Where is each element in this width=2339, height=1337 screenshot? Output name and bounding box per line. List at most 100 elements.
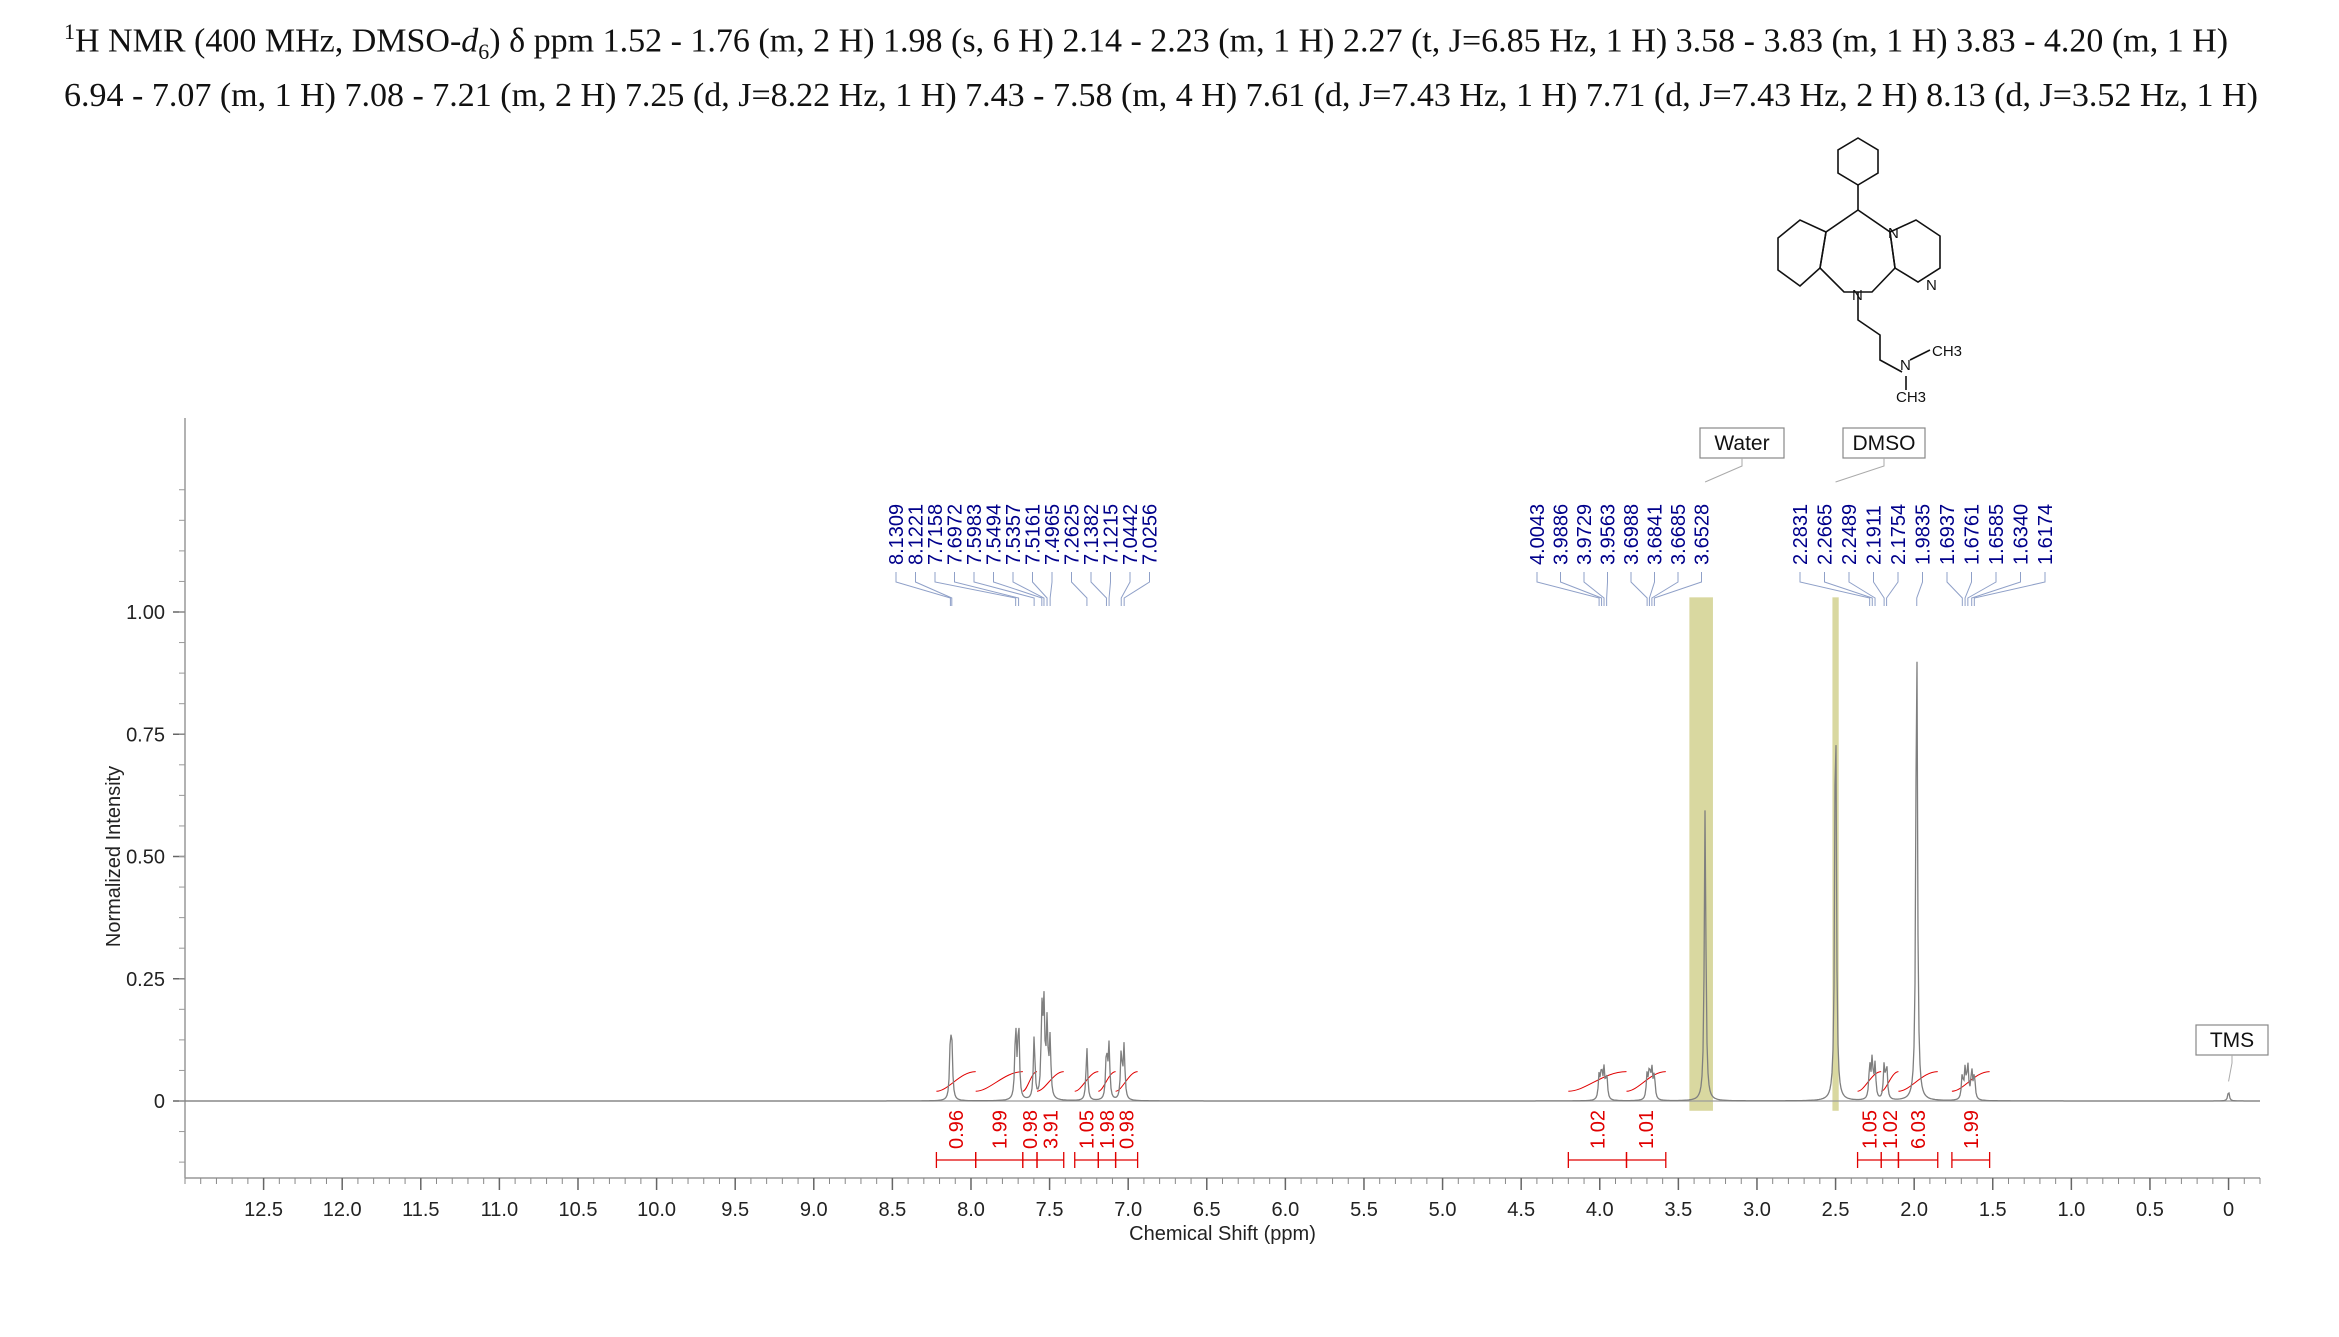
x-tick-label: 6.5 (1193, 1199, 1221, 1221)
peak-ppm-value: 3.9886 (1551, 504, 1573, 565)
x-tick-label: 9.0 (800, 1199, 828, 1221)
y-tick-label: 0.75 (126, 724, 165, 746)
peak-leader-line (1120, 572, 1131, 606)
spectrum-trace (185, 661, 2260, 1102)
peak-ppm-value: 1.6174 (2035, 504, 2057, 565)
integral-region: 1.99 (1951, 1071, 1991, 1168)
peak-leader-line (1971, 572, 2021, 606)
peak-leader-line (895, 572, 951, 606)
x-tick-label: 5.5 (1350, 1199, 1378, 1221)
peak-label: 3.6528 (1653, 504, 1714, 606)
annotation-box (1842, 427, 1926, 459)
peak-label: 7.5161 (1023, 504, 1048, 606)
peak-ppm-value: 7.1215 (1101, 504, 1123, 565)
atom-n-amine: N (1900, 357, 1911, 374)
peak-ppm-value: 2.2665 (1815, 504, 1837, 565)
peak-ppm-value: 3.9563 (1598, 504, 1620, 565)
peak-label: 7.6972 (945, 504, 1020, 606)
peak-label: 8.1221 (906, 504, 953, 606)
peak-leader-line (1583, 572, 1605, 606)
peak-label: 4.0043 (1527, 504, 1600, 606)
peak-label: 2.2665 (1815, 504, 1873, 606)
peak-label: 3.6988 (1621, 504, 1648, 606)
peak-ppm-value: 8.1221 (906, 504, 928, 565)
integral-value: 1.98 (1097, 1110, 1119, 1149)
x-tick-label: 11.0 (481, 1199, 518, 1221)
peak-leader-line (1848, 572, 1876, 606)
peak-leader-line (1886, 572, 1899, 606)
integral-value: 0.96 (946, 1110, 968, 1149)
peak-ppm-value: 2.1754 (1888, 504, 1910, 565)
x-tick-label: 9.5 (721, 1199, 749, 1221)
peak-ppm-value: 1.6340 (2011, 504, 2033, 565)
integral-curve (1022, 1071, 1038, 1092)
peak-label: 7.0442 (1120, 504, 1142, 606)
annotation-leader (1835, 458, 1885, 483)
integral-region: 3.91 (1036, 1071, 1065, 1168)
methyl-top: CH3 (1932, 343, 1962, 360)
solvent-d: d (461, 22, 479, 60)
peak-label: 3.9563 (1598, 504, 1620, 606)
peak-label: 7.1382 (1081, 504, 1107, 606)
integral-region: 1.05 (1856, 1071, 1882, 1168)
peak-ppm-value: 2.2831 (1790, 504, 1812, 565)
x-tick-label: 2.0 (1900, 1199, 1928, 1221)
peak-leader-line (1123, 572, 1150, 606)
integral-curve (936, 1071, 976, 1092)
x-tick-label: 1.0 (2057, 1199, 2085, 1221)
peak-label: 1.6174 (1973, 504, 2057, 606)
integral-curve (1036, 1071, 1064, 1092)
atom-n-imine: N (1888, 225, 1899, 242)
peak-ppm-value: 2.2489 (1839, 504, 1861, 565)
peak-leader-line (1946, 572, 1963, 606)
integral-curve (1568, 1071, 1627, 1092)
x-axis-title: Chemical Shift (ppm) (1129, 1223, 1316, 1245)
x-tick-label: 6.0 (1271, 1199, 1299, 1221)
x-tick-label: 12.0 (323, 1199, 362, 1221)
integral-curve (1626, 1071, 1666, 1092)
peak-ppm-value: 1.6937 (1937, 504, 1959, 565)
integral-value: 1.05 (1859, 1110, 1881, 1149)
x-tick-label: 0 (2223, 1199, 2234, 1221)
peak-label: 3.9886 (1551, 504, 1603, 606)
y-tick-label: 0.50 (126, 847, 165, 869)
spectrum-description: 1H NMR (400 MHz, DMSO-d6) δ ppm 1.52 - 1… (64, 10, 2264, 118)
peak-leader-line (1606, 572, 1608, 606)
peak-label: 1.6937 (1937, 504, 1963, 606)
peak-label: 7.1215 (1101, 504, 1123, 606)
peak-label: 2.2489 (1839, 504, 1876, 606)
y-tick-label: 1.00 (126, 602, 165, 624)
peak-ppm-value: 1.6761 (1962, 504, 1984, 565)
peak-leader-line (1049, 572, 1053, 606)
integral-value: 0.98 (1117, 1110, 1139, 1149)
integral-region: 0.98 (1114, 1071, 1139, 1168)
integral-curve (1098, 1071, 1116, 1092)
peak-leader-line (1916, 572, 1923, 606)
peak-label: 7.5494 (984, 504, 1043, 606)
description-text-part1: H NMR (400 MHz, DMSO- (75, 22, 462, 60)
methyl-bottom: CH3 (1896, 389, 1926, 406)
x-tick-label: 3.0 (1743, 1199, 1771, 1221)
peak-ppm-value: 7.4965 (1042, 504, 1064, 565)
peak-leader-line (1630, 572, 1648, 606)
solvent-annotation: TMS (2195, 1024, 2269, 1082)
peak-leader-line (993, 572, 1043, 606)
peak-label: 3.6685 (1651, 504, 1690, 606)
x-tick-label: 4.5 (1507, 1199, 1535, 1221)
integral-curve (1074, 1071, 1099, 1092)
integral-value: 1.05 (1077, 1110, 1099, 1149)
integral-value: 0.98 (1020, 1110, 1042, 1149)
peak-ppm-value: 7.5161 (1023, 504, 1045, 565)
x-tick-label: 3.5 (1664, 1199, 1692, 1221)
x-tick-label: 1.5 (1979, 1199, 2007, 1221)
y-tick-label: 0 (154, 1091, 165, 1113)
y-axis-title: Normalized Intensity (103, 766, 125, 947)
peak-leader-line (1560, 572, 1603, 606)
solvent-subscript: 6 (478, 39, 490, 65)
peak-leader-line (1653, 572, 1702, 606)
peak-leader-line (1799, 572, 1871, 606)
peak-leader-line (1973, 572, 2046, 606)
peak-ppm-value: 7.1382 (1081, 504, 1103, 565)
peak-ppm-value: 7.0256 (1140, 504, 1162, 565)
peak-leader-line (934, 572, 1017, 606)
